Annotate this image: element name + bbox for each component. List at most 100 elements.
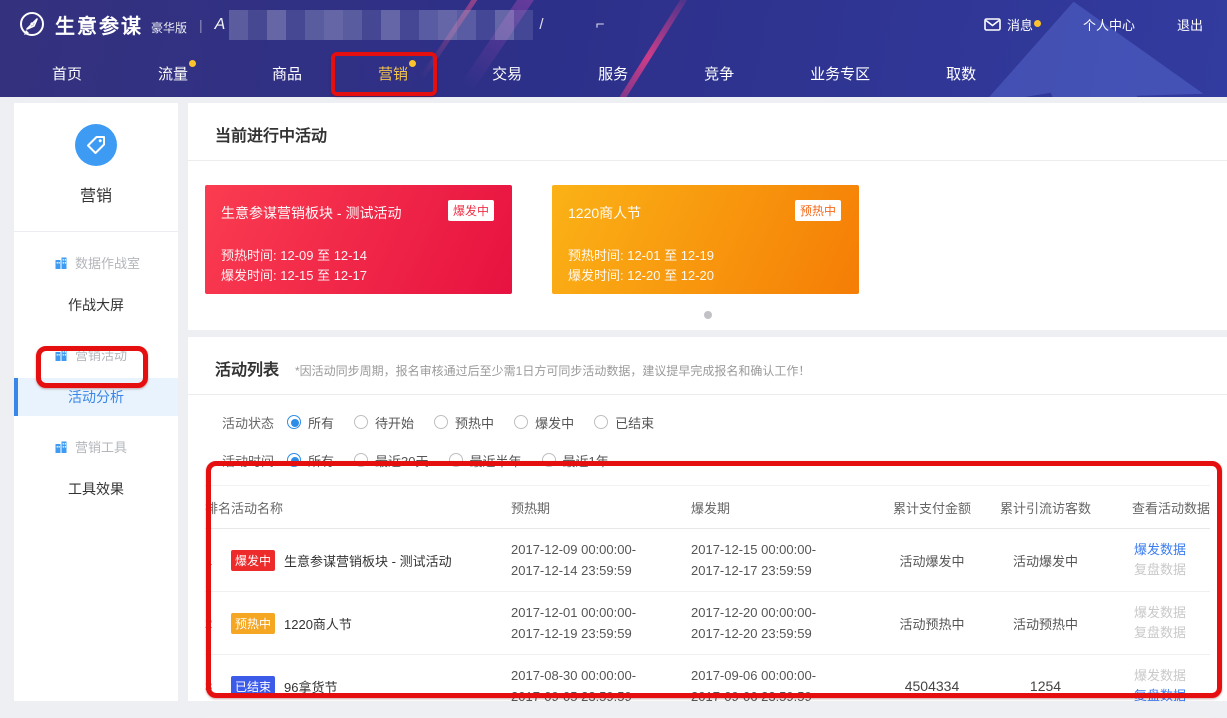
rank-cell: 3 <box>205 678 213 694</box>
activity-card-test[interactable]: 生意参谋营销板块 - 测试活动 爆发中 预热时间: 12-09 至 12-14 … <box>205 185 512 294</box>
activity-name: 96拿货节 <box>284 679 338 695</box>
topbar-right: 消息 个人中心 退出 <box>984 15 1203 34</box>
sidebar-group-marketing-activities: 营销活动 <box>14 345 178 364</box>
pay-amount-cell: 活动预热中 <box>899 616 965 632</box>
sidebar-title: 营销 <box>79 188 112 205</box>
burst-period-cell: 2017-12-20 00:00:00- 2017-12-20 23:59:59 <box>691 605 817 641</box>
burst-data-link: 爆发数据 <box>1133 605 1186 620</box>
activity-name: 1220商人节 <box>284 616 352 632</box>
table-header-row: 排名 活动名称 预热期 爆发期 累计支付金额 累计引流访客数 查看活动数据 <box>205 485 1210 529</box>
review-data-link[interactable]: 复盘数据 <box>1133 688 1186 703</box>
nav-item-marketing[interactable]: 营销 <box>378 59 417 84</box>
preheat-period-cell: 2017-08-30 00:00:00- 2017-09-05 23:59:59 <box>511 668 637 704</box>
card-status-badge: 爆发中 <box>447 200 494 221</box>
sidebar: 营销 数据作战室 作战大屏 营销活动 活动分析 营销工具 <box>14 103 178 701</box>
radio-time-1year[interactable]: 最近1年 <box>541 451 609 470</box>
separator: | <box>199 16 203 33</box>
rank-cell: 2 <box>205 615 213 631</box>
name-cell: 爆发中 生意参谋营销板块 - 测试活动 <box>231 549 511 571</box>
messages-link[interactable]: 消息 <box>984 15 1041 34</box>
col-view-data: 查看活动数据 <box>1131 500 1210 516</box>
radio-icon <box>354 453 369 467</box>
activity-card-1220[interactable]: 1220商人节 预热中 预热时间: 12-01 至 12-19 爆发时间: 12… <box>552 185 859 294</box>
card-title: 1220商人节 <box>568 205 642 221</box>
col-pay: 累计支付金额 <box>892 500 971 516</box>
name-cell: 已结束 96拿货节 <box>231 675 511 697</box>
activity-name: 生意参谋营销板块 - 测试活动 <box>284 553 452 569</box>
activity-table: 排名 活动名称 预热期 爆发期 累计支付金额 累计引流访客数 查看活动数据 1 … <box>205 485 1210 718</box>
nav-item-services[interactable]: 服务 <box>598 65 629 83</box>
activity-cards: 生意参谋营销板块 - 测试活动 爆发中 预热时间: 12-09 至 12-14 … <box>205 185 1227 294</box>
sycm-logo-icon <box>18 11 46 39</box>
radio-status-preheating[interactable]: 预热中 <box>434 413 494 432</box>
nav-item-data-fetch[interactable]: 取数 <box>946 65 977 83</box>
profile-label: 个人中心 <box>1082 18 1135 33</box>
censored-shop-name <box>229 9 534 40</box>
card-preheat-time: 预热时间: 12-01 至 12-19 <box>568 248 714 263</box>
nav-item-products[interactable]: 商品 <box>272 65 303 83</box>
card-burst-time: 爆发时间: 12-20 至 12-20 <box>568 268 714 283</box>
status-badge: 爆发中 <box>231 549 276 571</box>
edition-label: 豪华版 <box>151 21 188 35</box>
card-title: 生意参谋营销板块 - 测试活动 <box>221 205 402 221</box>
nav-item-traffic[interactable]: 流量 <box>158 59 197 84</box>
table-row: 2 预热中 1220商人节 2017-12-01 00:00:00- 2017-… <box>205 592 1210 655</box>
current-activities-title: 当前进行中活动 <box>215 128 328 145</box>
envelope-icon <box>984 18 1001 31</box>
activity-list-title: 活动列表 <box>215 362 280 379</box>
nav-item-trade[interactable]: 交易 <box>492 65 523 83</box>
radio-status-ended[interactable]: 已结束 <box>594 413 654 432</box>
sidebar-item-war-screen[interactable]: 作战大屏 <box>68 297 124 313</box>
radio-time-half-year[interactable]: 最近半年 <box>448 451 522 470</box>
preheat-period-cell: 2017-12-09 00:00:00- 2017-12-14 23:59:59 <box>511 542 637 578</box>
radio-icon <box>354 415 369 429</box>
sidebar-group-data-war-room: 数据作战室 <box>14 253 178 272</box>
carousel-dot[interactable] <box>703 311 712 319</box>
sync-note: *因活动同步周期，报名审核通过后至少需1日方可同步活动数据，建议提早完成报名和确… <box>295 364 811 378</box>
visitors-cell: 1254 <box>1029 678 1062 694</box>
radio-status-bursting[interactable]: 爆发中 <box>514 413 574 432</box>
sidebar-group-label: 数据作战室 <box>75 256 141 271</box>
radio-icon <box>287 415 302 429</box>
app-header: 生意参谋 豪华版 | A / ⌐ 消息 个人中心 退出 <box>0 0 1227 97</box>
messages-label: 消息 <box>1006 18 1033 33</box>
current-activities-panel: 当前进行中活动 生意参谋营销板块 - 测试活动 爆发中 预热时间: 12-09 … <box>188 103 1227 330</box>
card-burst-time: 爆发时间: 12-15 至 12-17 <box>221 268 367 283</box>
filter-time-row: 活动时间 所有 最近30天 最近半年 最近1年 <box>222 449 1227 471</box>
sidebar-group-label: 营销工具 <box>75 440 128 455</box>
view-data-cell: 爆发数据 复盘数据 <box>1098 666 1210 706</box>
sidebar-group-marketing-tools: 营销工具 <box>14 437 178 456</box>
building-icon <box>55 349 67 361</box>
radio-icon <box>541 453 556 467</box>
sidebar-item-tool-effect[interactable]: 工具效果 <box>68 481 124 497</box>
divider <box>14 231 178 232</box>
view-data-cell: 爆发数据 复盘数据 <box>1098 603 1210 643</box>
main-nav: 首页 流量 商品 营销 交易 服务 竞争 业务专区 取数 <box>0 49 1227 97</box>
sidebar-item-activity-analysis[interactable]: 活动分析 <box>14 378 178 416</box>
logout-link[interactable]: 退出 <box>1177 15 1203 34</box>
radio-status-pending[interactable]: 待开始 <box>354 413 414 432</box>
nav-item-competition[interactable]: 竞争 <box>704 65 735 83</box>
nav-item-home[interactable]: 首页 <box>52 65 83 83</box>
activity-list-panel: 活动列表 *因活动同步周期，报名审核通过后至少需1日方可同步活动数据，建议提早完… <box>188 337 1227 718</box>
new-badge-dot <box>189 59 197 67</box>
new-badge-dot <box>409 59 417 67</box>
pay-amount-cell: 活动爆发中 <box>899 553 965 569</box>
profile-link[interactable]: 个人中心 <box>1083 15 1135 34</box>
status-badge: 预热中 <box>231 612 276 634</box>
col-burst: 爆发期 <box>691 500 731 516</box>
nav-item-business-zone[interactable]: 业务专区 <box>810 65 871 83</box>
name-cell: 预热中 1220商人节 <box>231 612 511 634</box>
building-icon <box>55 257 67 269</box>
table-row: 3 已结束 96拿货节 2017-08-30 00:00:00- 2017-09… <box>205 655 1210 718</box>
shop-name-remnant: / ⌐ <box>539 16 629 33</box>
radio-time-30days[interactable]: 最近30天 <box>354 451 429 470</box>
radio-status-all[interactable]: 所有 <box>287 413 334 432</box>
radio-time-all[interactable]: 所有 <box>287 451 334 470</box>
brand-name: 生意参谋 <box>55 16 143 38</box>
filter-status-label: 活动状态 <box>222 415 275 431</box>
shop-name-prefix: A <box>214 15 226 33</box>
radio-icon <box>448 453 463 467</box>
logout-label: 退出 <box>1176 18 1203 33</box>
burst-data-link[interactable]: 爆发数据 <box>1133 542 1186 557</box>
